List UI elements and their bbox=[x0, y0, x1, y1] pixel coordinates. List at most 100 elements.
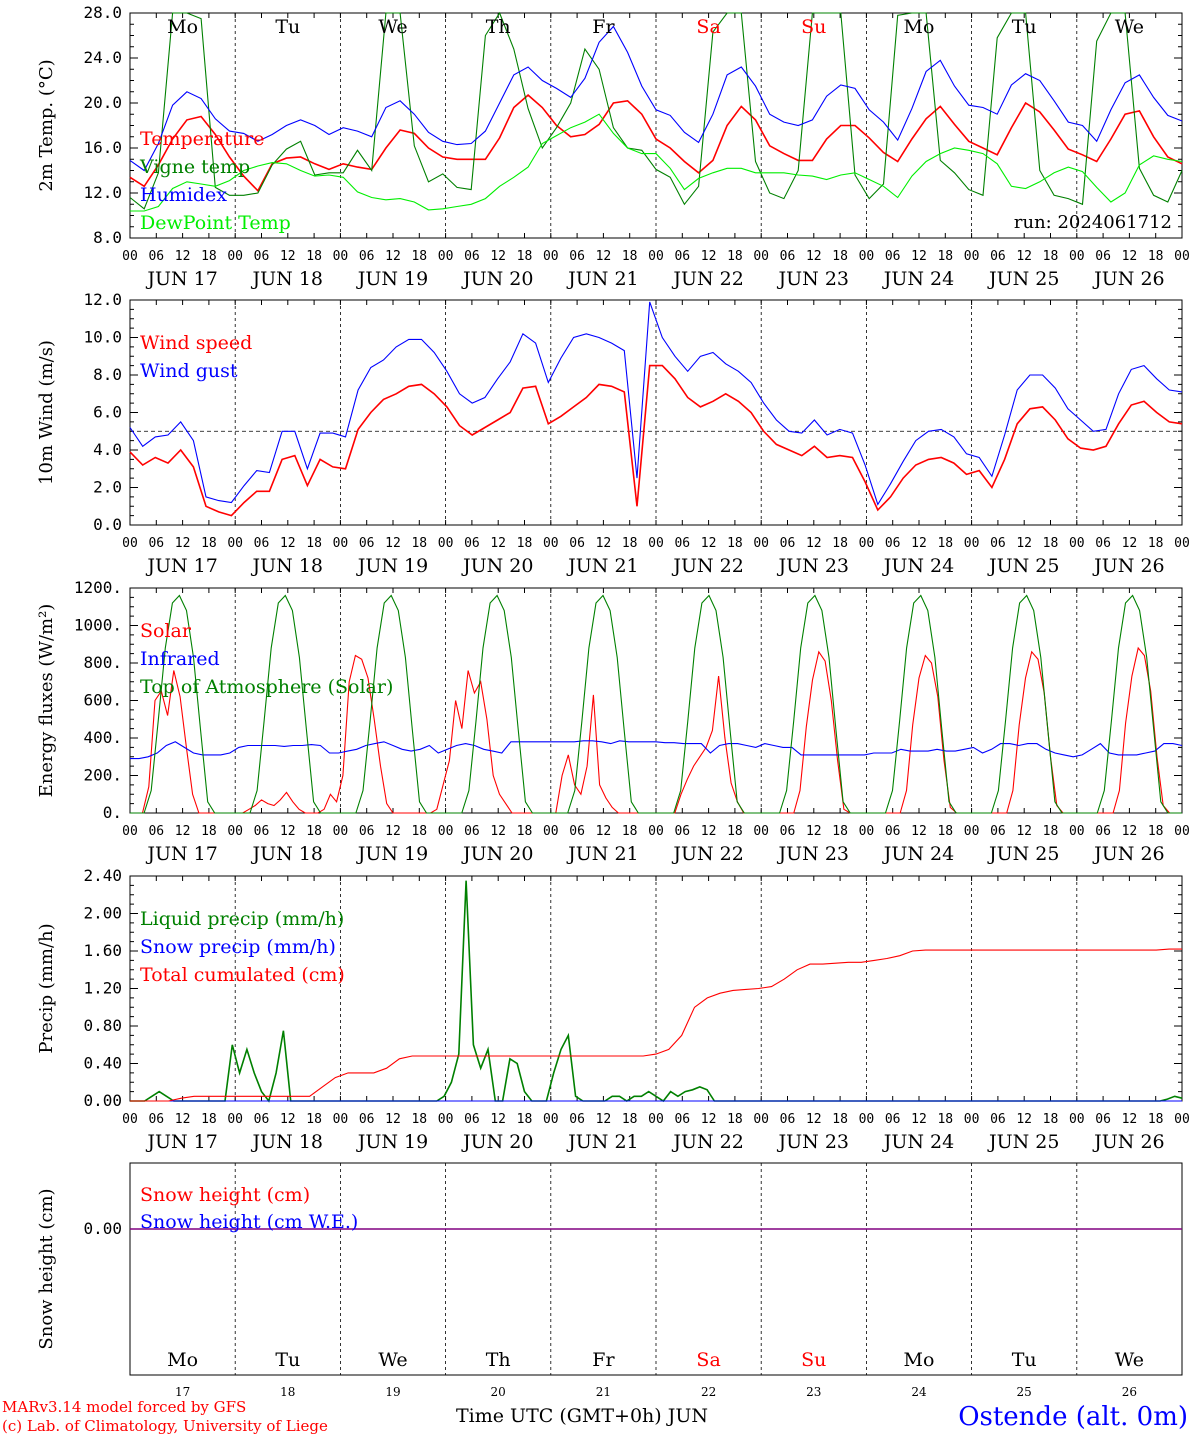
temperature-hour-tick-label: 06 bbox=[1095, 249, 1111, 264]
wind-frame bbox=[129, 299, 1183, 526]
lab-credit: (c) Lab. of Climatology, University of L… bbox=[2, 1417, 328, 1435]
energy-hour-tick-label: 06 bbox=[990, 824, 1006, 839]
wind-y-tick-label: 12.0 bbox=[83, 290, 122, 309]
snow-legend-item: Snow height (cm) bbox=[140, 1184, 310, 1206]
precip-hour-tick-label: 00 bbox=[122, 1112, 138, 1127]
energy-hour-tick-label: 18 bbox=[411, 824, 427, 839]
precip-hour-tick-label: 18 bbox=[306, 1112, 322, 1127]
precip-hour-tick-label: 06 bbox=[148, 1112, 164, 1127]
energy-hour-tick-label: 18 bbox=[306, 824, 322, 839]
energy-hour-tick-label: 06 bbox=[674, 824, 690, 839]
station-name: Ostende (alt. 0m) bbox=[958, 1402, 1188, 1432]
temperature-day-label: JUN 26 bbox=[1092, 268, 1164, 290]
temperature-hour-tick-label: 12 bbox=[806, 249, 822, 264]
temperature-hour-tick-label: 12 bbox=[175, 249, 191, 264]
energy-frame bbox=[129, 587, 1183, 814]
temperature-hour-tick-label: 12 bbox=[701, 249, 717, 264]
temperature-hour-tick-label: 06 bbox=[569, 249, 585, 264]
temperature-y-tick-label: 8.0 bbox=[93, 228, 122, 247]
wind-hour-tick-label: 00 bbox=[333, 536, 349, 551]
energy-hour-tick-label: 00 bbox=[438, 824, 454, 839]
energy-y-tick-label: 400. bbox=[83, 728, 122, 747]
energy-hour-tick-label: 00 bbox=[753, 824, 769, 839]
temperature-y-axis-label: 2m Temp. (°C) bbox=[36, 59, 57, 191]
energy-legend-item: Top of Atmosphere (Solar) bbox=[140, 676, 393, 698]
precip-day-label: JUN 25 bbox=[987, 1131, 1059, 1153]
precip-hour-tick-label: 18 bbox=[1043, 1112, 1059, 1127]
wind-day-label: JUN 19 bbox=[356, 555, 428, 577]
energy-hour-tick-label: 06 bbox=[1095, 824, 1111, 839]
temperature-hour-tick-label: 06 bbox=[464, 249, 480, 264]
precip-hour-tick-label: 12 bbox=[701, 1112, 717, 1127]
wind-day-label: JUN 23 bbox=[777, 555, 849, 577]
wind-y-tick-label: 6.0 bbox=[93, 403, 122, 422]
precip-hour-tick-label: 00 bbox=[333, 1112, 349, 1127]
precip-y-tick-label: 2.40 bbox=[83, 866, 122, 885]
wind-y-tick-label: 8.0 bbox=[93, 365, 122, 384]
weekday-label: Tu bbox=[275, 1349, 300, 1371]
energy-legend-item: Infrared bbox=[140, 648, 220, 670]
wind-day-label: JUN 18 bbox=[251, 555, 323, 577]
day-number-label: 22 bbox=[701, 1385, 716, 1399]
energy-hour-tick-label: 00 bbox=[859, 824, 875, 839]
temperature-day-label: JUN 18 bbox=[251, 268, 323, 290]
wind-hour-tick-label: 18 bbox=[517, 536, 533, 551]
wind-hour-tick-label: 12 bbox=[1016, 536, 1032, 551]
wind-legend-item: Wind speed bbox=[140, 332, 252, 354]
energy-hour-tick-label: 06 bbox=[148, 824, 164, 839]
energy-y-tick-label: 800. bbox=[83, 653, 122, 672]
temperature-hour-tick-label: 06 bbox=[254, 249, 270, 264]
day-number-label: 24 bbox=[911, 1385, 927, 1399]
day-number-label: 25 bbox=[1017, 1385, 1032, 1399]
temperature-hour-tick-label: 06 bbox=[780, 249, 796, 264]
temperature-hour-tick-label: 12 bbox=[490, 249, 506, 264]
wind-hour-tick-label: 06 bbox=[885, 536, 901, 551]
precip-hour-tick-label: 00 bbox=[543, 1112, 559, 1127]
precip-hour-tick-label: 06 bbox=[254, 1112, 270, 1127]
wind-hour-tick-label: 06 bbox=[1095, 536, 1111, 551]
wind-y-tick-label: 2.0 bbox=[93, 478, 122, 497]
temperature-hour-tick-label: 18 bbox=[937, 249, 953, 264]
energy-hour-tick-label: 00 bbox=[333, 824, 349, 839]
wind-hour-tick-label: 00 bbox=[122, 536, 138, 551]
temperature-y-tick-label: 24.0 bbox=[83, 48, 122, 67]
energy-y-axis-label: Energy fluxes (W/m²) bbox=[36, 604, 57, 798]
temperature-hour-tick-label: 12 bbox=[1122, 249, 1138, 264]
temperature-series-line bbox=[129, 11, 1183, 210]
weekday-label: We bbox=[378, 1349, 407, 1371]
precip-hour-tick-label: 00 bbox=[753, 1112, 769, 1127]
wind-hour-tick-label: 12 bbox=[385, 536, 401, 551]
temperature-hour-tick-label: 12 bbox=[596, 249, 612, 264]
precip-hour-tick-label: 18 bbox=[1148, 1112, 1164, 1127]
temperature-hour-tick-label: 12 bbox=[280, 249, 296, 264]
energy-day-label: JUN 22 bbox=[671, 843, 743, 865]
wind-hour-tick-label: 12 bbox=[701, 536, 717, 551]
energy-hour-tick-label: 00 bbox=[648, 824, 664, 839]
day-number-label: 26 bbox=[1122, 1385, 1137, 1399]
precip-day-label: JUN 22 bbox=[671, 1131, 743, 1153]
wind-y-tick-label: 10.0 bbox=[83, 328, 122, 347]
day-number-label: 23 bbox=[806, 1385, 821, 1399]
precip-hour-tick-label: 18 bbox=[517, 1112, 533, 1127]
wind-legend-item: Wind gust bbox=[140, 360, 238, 382]
energy-hour-tick-label: 18 bbox=[201, 824, 217, 839]
wind-hour-tick-label: 12 bbox=[280, 536, 296, 551]
weekday-label: Mo bbox=[167, 16, 198, 38]
energy-hour-tick-label: 12 bbox=[701, 824, 717, 839]
precip-hour-tick-label: 18 bbox=[727, 1112, 743, 1127]
precip-hour-tick-label: 12 bbox=[911, 1112, 927, 1127]
temperature-hour-tick-label: 18 bbox=[622, 249, 638, 264]
temperature-day-label: JUN 24 bbox=[882, 268, 954, 290]
credits: MARv3.14 model forced by GFS (c) Lab. of… bbox=[2, 1398, 328, 1436]
weekday-label: Th bbox=[486, 1349, 511, 1371]
wind-hour-tick-label: 06 bbox=[990, 536, 1006, 551]
day-number-label: 20 bbox=[491, 1385, 506, 1399]
wind-hour-tick-label: 18 bbox=[201, 536, 217, 551]
energy-legend-item: Solar bbox=[140, 620, 192, 642]
temperature-hour-tick-label: 12 bbox=[911, 249, 927, 264]
weekday-label: Mo bbox=[904, 16, 935, 38]
wind-day-label: JUN 24 bbox=[882, 555, 954, 577]
wind-y-axis-label: 10m Wind (m/s) bbox=[36, 340, 57, 485]
precip-hour-tick-label: 00 bbox=[1069, 1112, 1085, 1127]
energy-hour-tick-label: 18 bbox=[1148, 824, 1164, 839]
